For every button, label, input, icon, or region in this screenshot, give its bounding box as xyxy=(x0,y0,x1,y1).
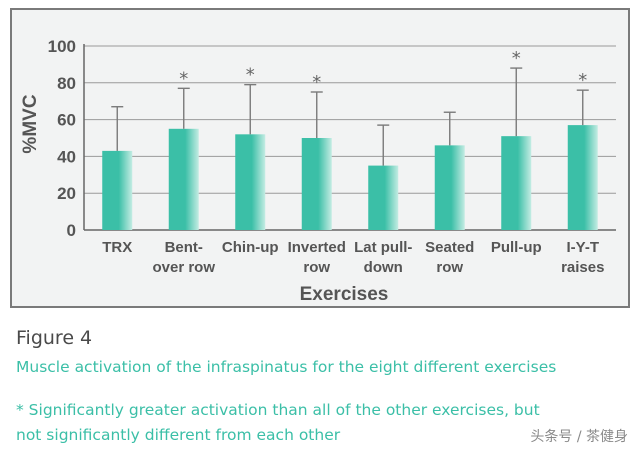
y-tick-label: 20 xyxy=(57,184,76,203)
x-tick-label: Bent- xyxy=(165,239,203,256)
bar xyxy=(567,125,598,230)
x-axis-label: Exercises xyxy=(300,284,389,305)
x-tick-label: over row xyxy=(152,259,215,276)
significance-star: * xyxy=(512,48,521,69)
y-tick-label: 80 xyxy=(57,74,76,93)
y-tick-label: 0 xyxy=(67,221,76,240)
x-tick-label: row xyxy=(436,259,463,276)
error-bars xyxy=(111,67,589,166)
x-tick-label: Lat pull- xyxy=(354,239,412,256)
axes xyxy=(83,44,616,231)
x-tick-label: raises xyxy=(561,259,604,276)
significance-note: * Significantly greater activation than … xyxy=(16,398,638,448)
figure-title: Figure 4 xyxy=(16,327,93,349)
note-line-2: not significantly different from each ot… xyxy=(16,426,341,444)
x-tick-label: I-Y-T xyxy=(567,239,600,256)
bar xyxy=(235,134,266,230)
x-tick-label: down xyxy=(364,259,403,276)
y-tick-label: 60 xyxy=(57,111,76,130)
significance-star: * xyxy=(578,70,587,91)
bar xyxy=(168,128,199,230)
significance-star: * xyxy=(179,68,188,89)
bar xyxy=(368,165,399,230)
significance-star: * xyxy=(246,65,255,86)
x-tick-label: TRX xyxy=(102,239,132,256)
x-tick-label: row xyxy=(303,259,330,276)
bar xyxy=(434,145,465,230)
x-tick-label: Seated xyxy=(425,239,474,256)
significance-star: * xyxy=(312,72,321,93)
bar xyxy=(301,138,332,230)
bar xyxy=(102,150,133,230)
y-axis-label: %MVC xyxy=(20,94,41,153)
x-tick-label: Chin-up xyxy=(222,239,279,256)
bar-chart: 0 20 40 60 80 100 TRX * Bent-over row * Chin-up * In… xyxy=(20,37,616,305)
bars xyxy=(102,125,598,230)
bar xyxy=(501,136,532,230)
y-tick-label: 40 xyxy=(57,147,76,166)
x-tick-label: Pull-up xyxy=(491,239,542,256)
watermark: 头条号 / 茶健身 xyxy=(530,429,628,445)
chart-frame: 0 20 40 60 80 100 TRX * Bent-over row * Chin-up * In… xyxy=(10,8,630,308)
note-line-1: * Significantly greater activation than … xyxy=(16,401,540,419)
x-tick-label: Inverted xyxy=(288,239,346,256)
gridlines xyxy=(84,45,616,194)
figure-description: Muscle activation of the infraspinatus f… xyxy=(16,358,557,376)
y-tick-label: 100 xyxy=(48,37,76,56)
labels: 0 20 40 60 80 100 TRX * Bent-over row * Chin-up * In… xyxy=(48,37,605,276)
